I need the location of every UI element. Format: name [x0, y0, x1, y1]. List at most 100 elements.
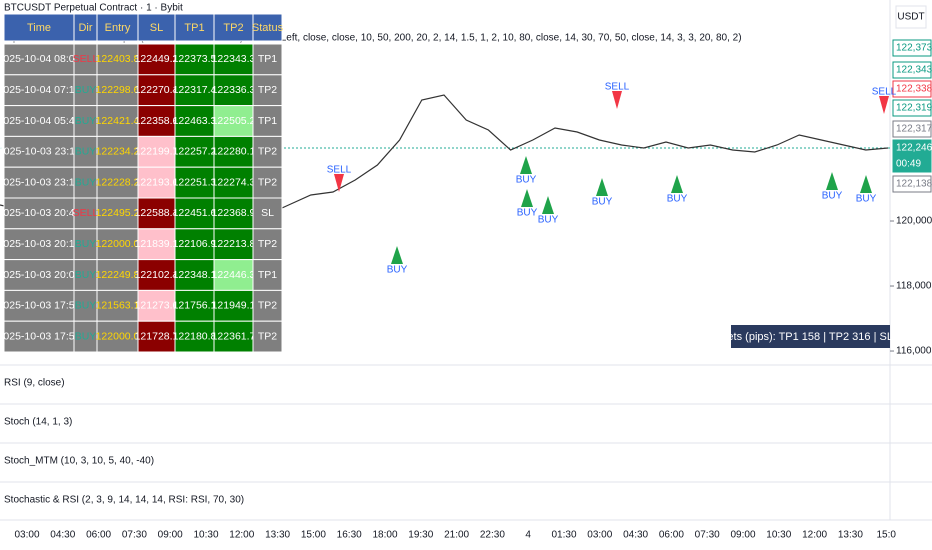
time-label: 09:00: [730, 530, 755, 541]
table-text: BUY: [75, 115, 97, 127]
table-text: 122298.6: [96, 84, 140, 96]
signal-label: BUY: [517, 208, 538, 219]
table-header-cell: [174, 13, 215, 42]
symbol: BTCUSDT Perpetual Contract · 1 · Bybit: [4, 3, 183, 14]
table-text: 122280.1: [212, 146, 256, 158]
table-text: 122106.9: [173, 238, 217, 250]
table-cell: [252, 74, 283, 107]
table-text: 122373.5: [173, 53, 217, 65]
table-header: TP2: [223, 22, 243, 34]
table-cell: [252, 135, 283, 168]
signal-label: BUY: [667, 194, 688, 205]
pane-label: Stochastic & RSI (2, 3, 9, 14, 14, 14, R…: [4, 495, 244, 506]
time-label: 07:30: [122, 530, 147, 541]
table-header: SL: [150, 22, 163, 34]
table-text: BUY: [75, 146, 97, 158]
table-text: 122102.4: [135, 269, 179, 281]
table-cell: [3, 43, 75, 76]
signal-label: BUY: [538, 215, 559, 226]
price-label: 122,246.7: [896, 143, 932, 154]
time-label: 4: [525, 530, 531, 541]
table-text: 121839.1: [135, 238, 179, 250]
table-text: 121728.7: [135, 330, 179, 342]
signal-label: BUY: [387, 265, 408, 276]
time-label: 21:00: [444, 530, 469, 541]
price-tick-label: 120,000.0: [896, 216, 932, 227]
table-text: SL: [261, 207, 274, 219]
table-text: 2025-10-03 23:10: [0, 176, 81, 188]
time-label: 12:00: [229, 530, 254, 541]
price-label-box: [892, 39, 932, 57]
signal-arrow: [879, 96, 889, 114]
time-label: 13:30: [265, 530, 290, 541]
table-text: 122421.4: [96, 115, 140, 127]
table-text: 122358.6: [135, 115, 179, 127]
time-label: 12:00: [802, 530, 827, 541]
time-label: 13:30: [838, 530, 863, 541]
table-text: 2025-10-04 08:04: [0, 53, 81, 65]
table-text: 121756.1: [173, 300, 217, 312]
table-header-cell: [3, 13, 75, 42]
table-header-cell: [252, 13, 283, 42]
table-text: 122000.0: [96, 330, 140, 342]
table-cell: [252, 105, 283, 137]
signal-arrow: [596, 178, 608, 196]
table-text: 122368.9: [212, 207, 256, 219]
table-text: TP2: [258, 84, 277, 96]
table-cell: [174, 259, 215, 291]
table-cell: [174, 135, 215, 168]
table-text: 122180.8: [173, 330, 217, 342]
table-cell: [252, 320, 283, 353]
signal-arrow: [521, 189, 533, 207]
countdown: 00:49: [896, 159, 921, 170]
signal-label: BUY: [516, 175, 537, 186]
table-text: 122505.2: [212, 115, 256, 127]
time-label: 01:30: [551, 530, 576, 541]
signal-arrow: [391, 246, 403, 264]
table-cell: [213, 43, 254, 76]
table-text: 122495.2: [96, 207, 140, 219]
signal-label: BUY: [592, 197, 613, 208]
time-label: 10:30: [766, 530, 791, 541]
table-text: SELL: [73, 53, 99, 65]
table-header: Dir: [78, 22, 92, 34]
table-text: 122274.3: [212, 176, 256, 188]
time-label: 10:30: [193, 530, 218, 541]
table-cell: [3, 320, 75, 353]
table-cell: [252, 289, 283, 322]
table-cell: [137, 320, 176, 353]
signal-label: BUY: [822, 191, 843, 202]
table-text: BUY: [75, 330, 97, 342]
table-header-cell: [96, 13, 139, 42]
table-text: 2025-10-03 17:54: [0, 300, 81, 312]
table-header: TP1: [184, 22, 204, 34]
time-label: 04:30: [50, 530, 75, 541]
table-text: 122228.2: [96, 176, 140, 188]
table-cell: [174, 105, 215, 137]
table-text: TP2: [258, 300, 277, 312]
table-text: TP1: [258, 53, 277, 65]
table-cell: [3, 197, 75, 230]
table-text: 122257.2: [173, 146, 217, 158]
time-label: 06:00: [659, 530, 684, 541]
table-text: 122451.6: [173, 207, 217, 219]
table-header-cell: [213, 13, 254, 42]
table-text: 122403.8: [96, 53, 140, 65]
table-text: TP1: [258, 115, 277, 127]
currency-box[interactable]: [895, 5, 927, 29]
table-text: 2025-10-03 23:11: [0, 146, 80, 158]
table-text: TP2: [258, 176, 277, 188]
table-text: 122463.3: [173, 115, 217, 127]
signal-label: SELL: [327, 165, 352, 176]
signal-arrow: [334, 174, 344, 192]
table-text: 122449.2: [135, 53, 179, 65]
price-label-box: [892, 175, 932, 193]
table-text: 122199.7: [135, 146, 179, 158]
table-text: 122213.8: [212, 238, 256, 250]
table-cell: [174, 320, 215, 353]
table-header: Entry: [105, 22, 131, 34]
signal-label: SELL: [605, 82, 630, 93]
table-text: 122193.6: [135, 176, 179, 188]
table-text: BUY: [75, 238, 97, 250]
price-label: 122,319.3: [896, 103, 932, 114]
